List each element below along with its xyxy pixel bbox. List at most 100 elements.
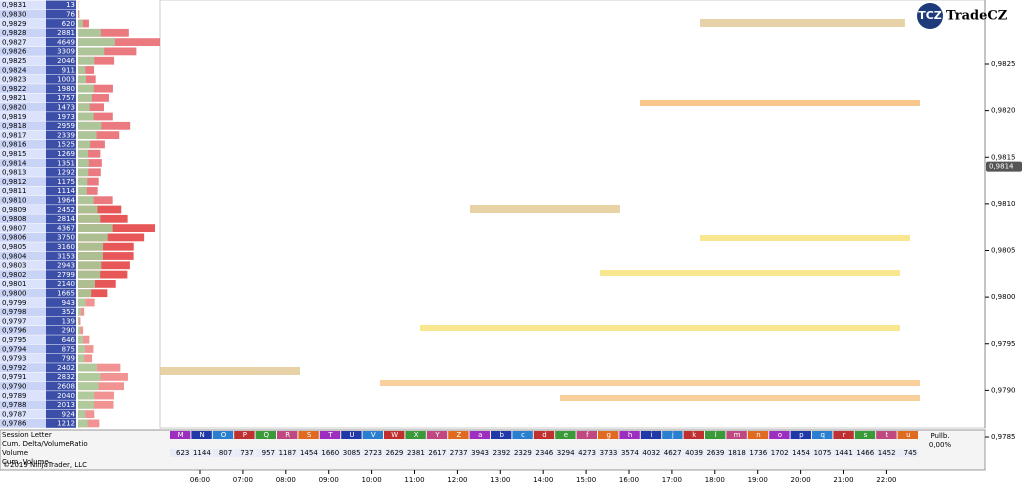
price-cell	[0, 326, 46, 335]
price-cell	[0, 409, 46, 419]
price-cell	[0, 0, 46, 10]
volume-bar	[78, 149, 101, 158]
volume-cell	[46, 56, 76, 66]
ladder-volume: 13	[66, 1, 75, 9]
volume-bar	[78, 233, 145, 242]
volume-cell	[512, 449, 533, 457]
ladder-volume: 3750	[57, 234, 75, 242]
row-label: Cum. Delta/VolumeRatio	[2, 440, 88, 448]
volume-cell	[790, 449, 811, 457]
volume-value: 3733	[600, 449, 618, 457]
ladder-price: 0,9794	[2, 345, 27, 353]
price-cell	[0, 353, 46, 363]
volume-bar-bid	[78, 270, 101, 279]
volume-value: 737	[240, 449, 253, 457]
volume-bar	[78, 298, 95, 307]
session-letter: Z	[457, 431, 462, 439]
session-cell	[812, 431, 833, 439]
session-letter: O	[221, 431, 227, 439]
price-cell	[0, 363, 46, 372]
session-letter: t	[886, 431, 889, 439]
volume-bar-bid	[78, 47, 105, 56]
price-cell	[0, 298, 46, 307]
volume-cell	[833, 449, 854, 457]
current-price: 0,9814	[989, 163, 1014, 171]
volume-bar	[78, 28, 129, 37]
ladder-volume: 1980	[57, 85, 75, 93]
time-label: 22:00	[876, 476, 896, 484]
session-cell	[533, 431, 555, 439]
volume-cell	[46, 344, 76, 354]
price-cell	[0, 140, 46, 149]
ladder-volume: 799	[62, 355, 75, 363]
axis-label: 0,9820	[991, 107, 1016, 115]
volume-value: 957	[262, 449, 275, 457]
price-cell	[0, 93, 46, 103]
ladder-price: 0,9792	[2, 364, 27, 372]
price-cell	[0, 223, 46, 233]
price-cell	[0, 37, 46, 47]
price-cell	[0, 270, 46, 279]
volume-bar	[78, 47, 137, 56]
volume-bar	[78, 38, 160, 46]
ladder-volume: 1473	[57, 103, 75, 111]
volume-bar	[78, 187, 98, 195]
ladder-price: 0,9790	[2, 382, 27, 390]
volume-bar-bid	[78, 131, 97, 139]
volume-bar	[78, 289, 108, 298]
ladder-price: 0,9811	[2, 187, 27, 195]
session-cell	[833, 431, 854, 439]
volume-value: 1702	[771, 449, 789, 457]
volume-bar	[78, 326, 84, 335]
volume-bar-bid	[78, 317, 80, 325]
volume-value: 1075	[814, 449, 832, 457]
session-cell	[319, 431, 341, 439]
session-letter: m	[734, 431, 741, 439]
volume-bar-bid	[78, 196, 94, 205]
volume-bar	[78, 214, 128, 223]
volume-bar	[78, 400, 114, 409]
session-cell	[598, 431, 619, 439]
ladder-volume: 620	[62, 20, 75, 28]
axis-label: 0,9800	[991, 293, 1016, 301]
volume-bar	[78, 84, 113, 93]
ladder-price: 0,9791	[2, 373, 27, 381]
ladder-volume: 2402	[57, 364, 75, 372]
price-cell	[0, 74, 46, 84]
time-label: 08:00	[276, 476, 296, 484]
volume-value: 4032	[642, 449, 660, 457]
ladder-price: 0,9802	[2, 271, 27, 279]
volume-value: 1818	[728, 449, 746, 457]
volume-bar	[78, 196, 113, 205]
volume-bar-bid	[78, 419, 88, 428]
volume-bar-bid	[78, 214, 101, 223]
volume-cell	[46, 381, 76, 391]
price-cell	[0, 158, 46, 168]
price-cell	[0, 214, 46, 224]
ladder-volume: 2832	[57, 373, 75, 381]
volume-cell	[46, 400, 76, 410]
price-cell	[0, 47, 46, 56]
ladder-volume: 4649	[57, 38, 75, 46]
ladder-volume: 2046	[57, 57, 75, 65]
session-cell	[705, 431, 726, 439]
volume-cell	[46, 9, 76, 19]
session-letter: Q	[264, 431, 270, 439]
ladder-price: 0,9819	[2, 113, 27, 121]
volume-cell	[46, 158, 76, 168]
price-cell	[0, 130, 46, 140]
ladder-price: 0,9797	[2, 317, 27, 325]
volume-cell	[46, 0, 76, 10]
volume-cell	[46, 233, 76, 242]
price-cell	[0, 186, 46, 196]
volume-cell	[46, 112, 76, 121]
ladder-volume: 924	[62, 410, 76, 418]
price-cell	[0, 419, 46, 428]
ladder-price: 0,9828	[2, 29, 27, 37]
volume-value: 4039	[685, 449, 703, 457]
volume-cell	[426, 449, 448, 457]
volume-bar	[78, 382, 125, 391]
session-cell	[662, 431, 683, 439]
ladder-price: 0,9805	[2, 243, 27, 251]
ladder-volume: 1973	[57, 113, 75, 121]
